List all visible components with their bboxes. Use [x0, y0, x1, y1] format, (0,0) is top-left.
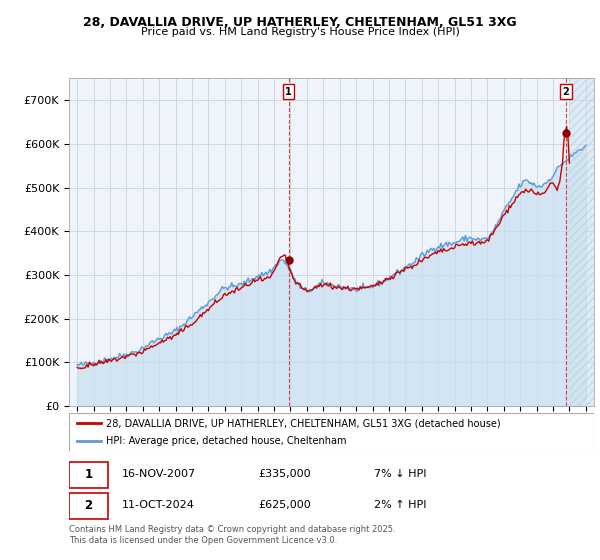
Text: Contains HM Land Registry data © Crown copyright and database right 2025.
This d: Contains HM Land Registry data © Crown c…: [69, 525, 395, 545]
FancyBboxPatch shape: [69, 413, 594, 451]
Text: 28, DAVALLIA DRIVE, UP HATHERLEY, CHELTENHAM, GL51 3XG (detached house): 28, DAVALLIA DRIVE, UP HATHERLEY, CHELTE…: [106, 418, 500, 428]
Text: £335,000: £335,000: [258, 469, 311, 479]
Text: £625,000: £625,000: [258, 500, 311, 510]
Text: 2: 2: [562, 87, 569, 96]
FancyBboxPatch shape: [69, 493, 109, 519]
Text: Price paid vs. HM Land Registry's House Price Index (HPI): Price paid vs. HM Land Registry's House …: [140, 27, 460, 37]
Text: 28, DAVALLIA DRIVE, UP HATHERLEY, CHELTENHAM, GL51 3XG: 28, DAVALLIA DRIVE, UP HATHERLEY, CHELTE…: [83, 16, 517, 29]
Text: 11-OCT-2024: 11-OCT-2024: [121, 500, 194, 510]
Text: HPI: Average price, detached house, Cheltenham: HPI: Average price, detached house, Chel…: [106, 436, 346, 446]
Text: 1: 1: [85, 468, 92, 481]
Text: 1: 1: [285, 87, 292, 96]
Text: 2: 2: [85, 499, 92, 512]
FancyBboxPatch shape: [69, 462, 109, 488]
Text: 16-NOV-2007: 16-NOV-2007: [121, 469, 196, 479]
Text: 7% ↓ HPI: 7% ↓ HPI: [373, 469, 426, 479]
Bar: [569, 78, 594, 406]
Text: 2% ↑ HPI: 2% ↑ HPI: [373, 500, 426, 510]
Bar: [569, 78, 594, 406]
